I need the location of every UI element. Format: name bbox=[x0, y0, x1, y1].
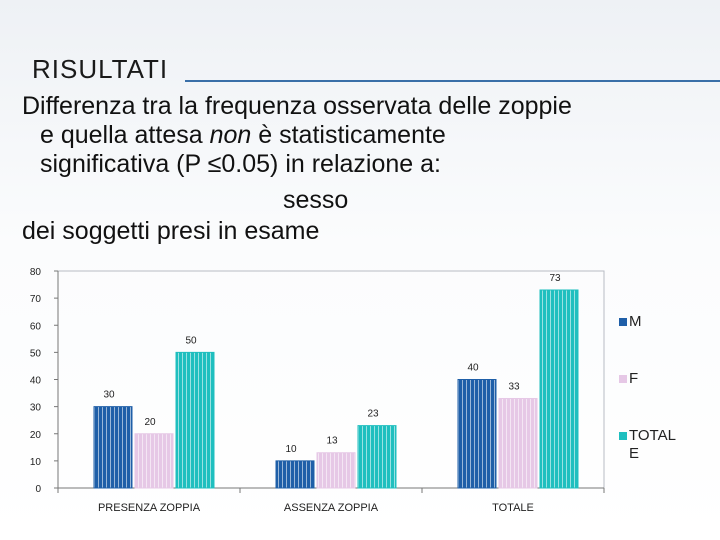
bar-total-e-2 bbox=[539, 289, 579, 489]
body-line-2-post: è statisticamente bbox=[251, 121, 446, 149]
legend-swatch-2 bbox=[619, 432, 627, 440]
y-tick-label: 0 bbox=[35, 484, 41, 495]
x-category-label: TOTALE bbox=[492, 502, 534, 514]
data-label: 33 bbox=[508, 381, 520, 392]
slide-body: Differenza tra la frequenza osservata de… bbox=[22, 92, 712, 246]
data-label: 10 bbox=[285, 444, 297, 455]
body-line-3: significativa (P ≤0.05) in relazione a: bbox=[40, 150, 441, 178]
body-line-1: Differenza tra la frequenza osservata de… bbox=[22, 92, 572, 120]
legend-swatch-1 bbox=[619, 375, 627, 383]
x-category-label: ASSENZA ZOPPIA bbox=[284, 502, 379, 514]
data-label: 13 bbox=[326, 436, 338, 447]
bar-m-0 bbox=[93, 406, 133, 489]
y-tick-label: 70 bbox=[30, 294, 42, 305]
legend-label-1: F bbox=[629, 370, 638, 387]
bar-f-0 bbox=[134, 433, 174, 489]
data-label: 50 bbox=[185, 335, 197, 346]
slide-title: RISULTATI bbox=[32, 54, 169, 84]
body-line-2-emphasis: non bbox=[209, 121, 252, 149]
y-tick-label: 30 bbox=[30, 403, 42, 414]
data-label: 23 bbox=[367, 409, 379, 420]
y-tick-label: 40 bbox=[30, 376, 42, 387]
body-line-2: e quella attesa non è statisticamente bbox=[22, 121, 712, 150]
legend-label-2: TOTAL E bbox=[629, 427, 676, 462]
legend-label-0: M bbox=[629, 313, 642, 330]
y-tick-label: 80 bbox=[30, 267, 42, 278]
data-label: 73 bbox=[549, 273, 561, 284]
data-label: 30 bbox=[103, 390, 115, 401]
x-category-label: PRESENZA ZOPPIA bbox=[98, 502, 201, 514]
title-underline bbox=[185, 80, 720, 82]
bar-f-2 bbox=[498, 397, 538, 489]
data-label: 20 bbox=[144, 417, 156, 428]
data-label: 40 bbox=[467, 363, 479, 374]
y-tick-label: 60 bbox=[30, 321, 42, 332]
bar-f-1 bbox=[316, 452, 356, 489]
body-line-4: sesso bbox=[283, 186, 349, 214]
y-tick-label: 50 bbox=[30, 348, 42, 359]
body-line-5: dei soggetti presi in esame bbox=[22, 217, 320, 245]
bar-total-e-0 bbox=[175, 351, 215, 489]
legend-swatch-0 bbox=[619, 318, 627, 326]
bar-m-1 bbox=[275, 460, 315, 489]
bar-total-e-1 bbox=[357, 425, 397, 489]
y-tick-label: 10 bbox=[30, 457, 42, 468]
y-tick-label: 20 bbox=[30, 430, 42, 441]
bar-m-2 bbox=[457, 379, 497, 489]
body-line-2-pre: e quella attesa bbox=[40, 121, 210, 149]
